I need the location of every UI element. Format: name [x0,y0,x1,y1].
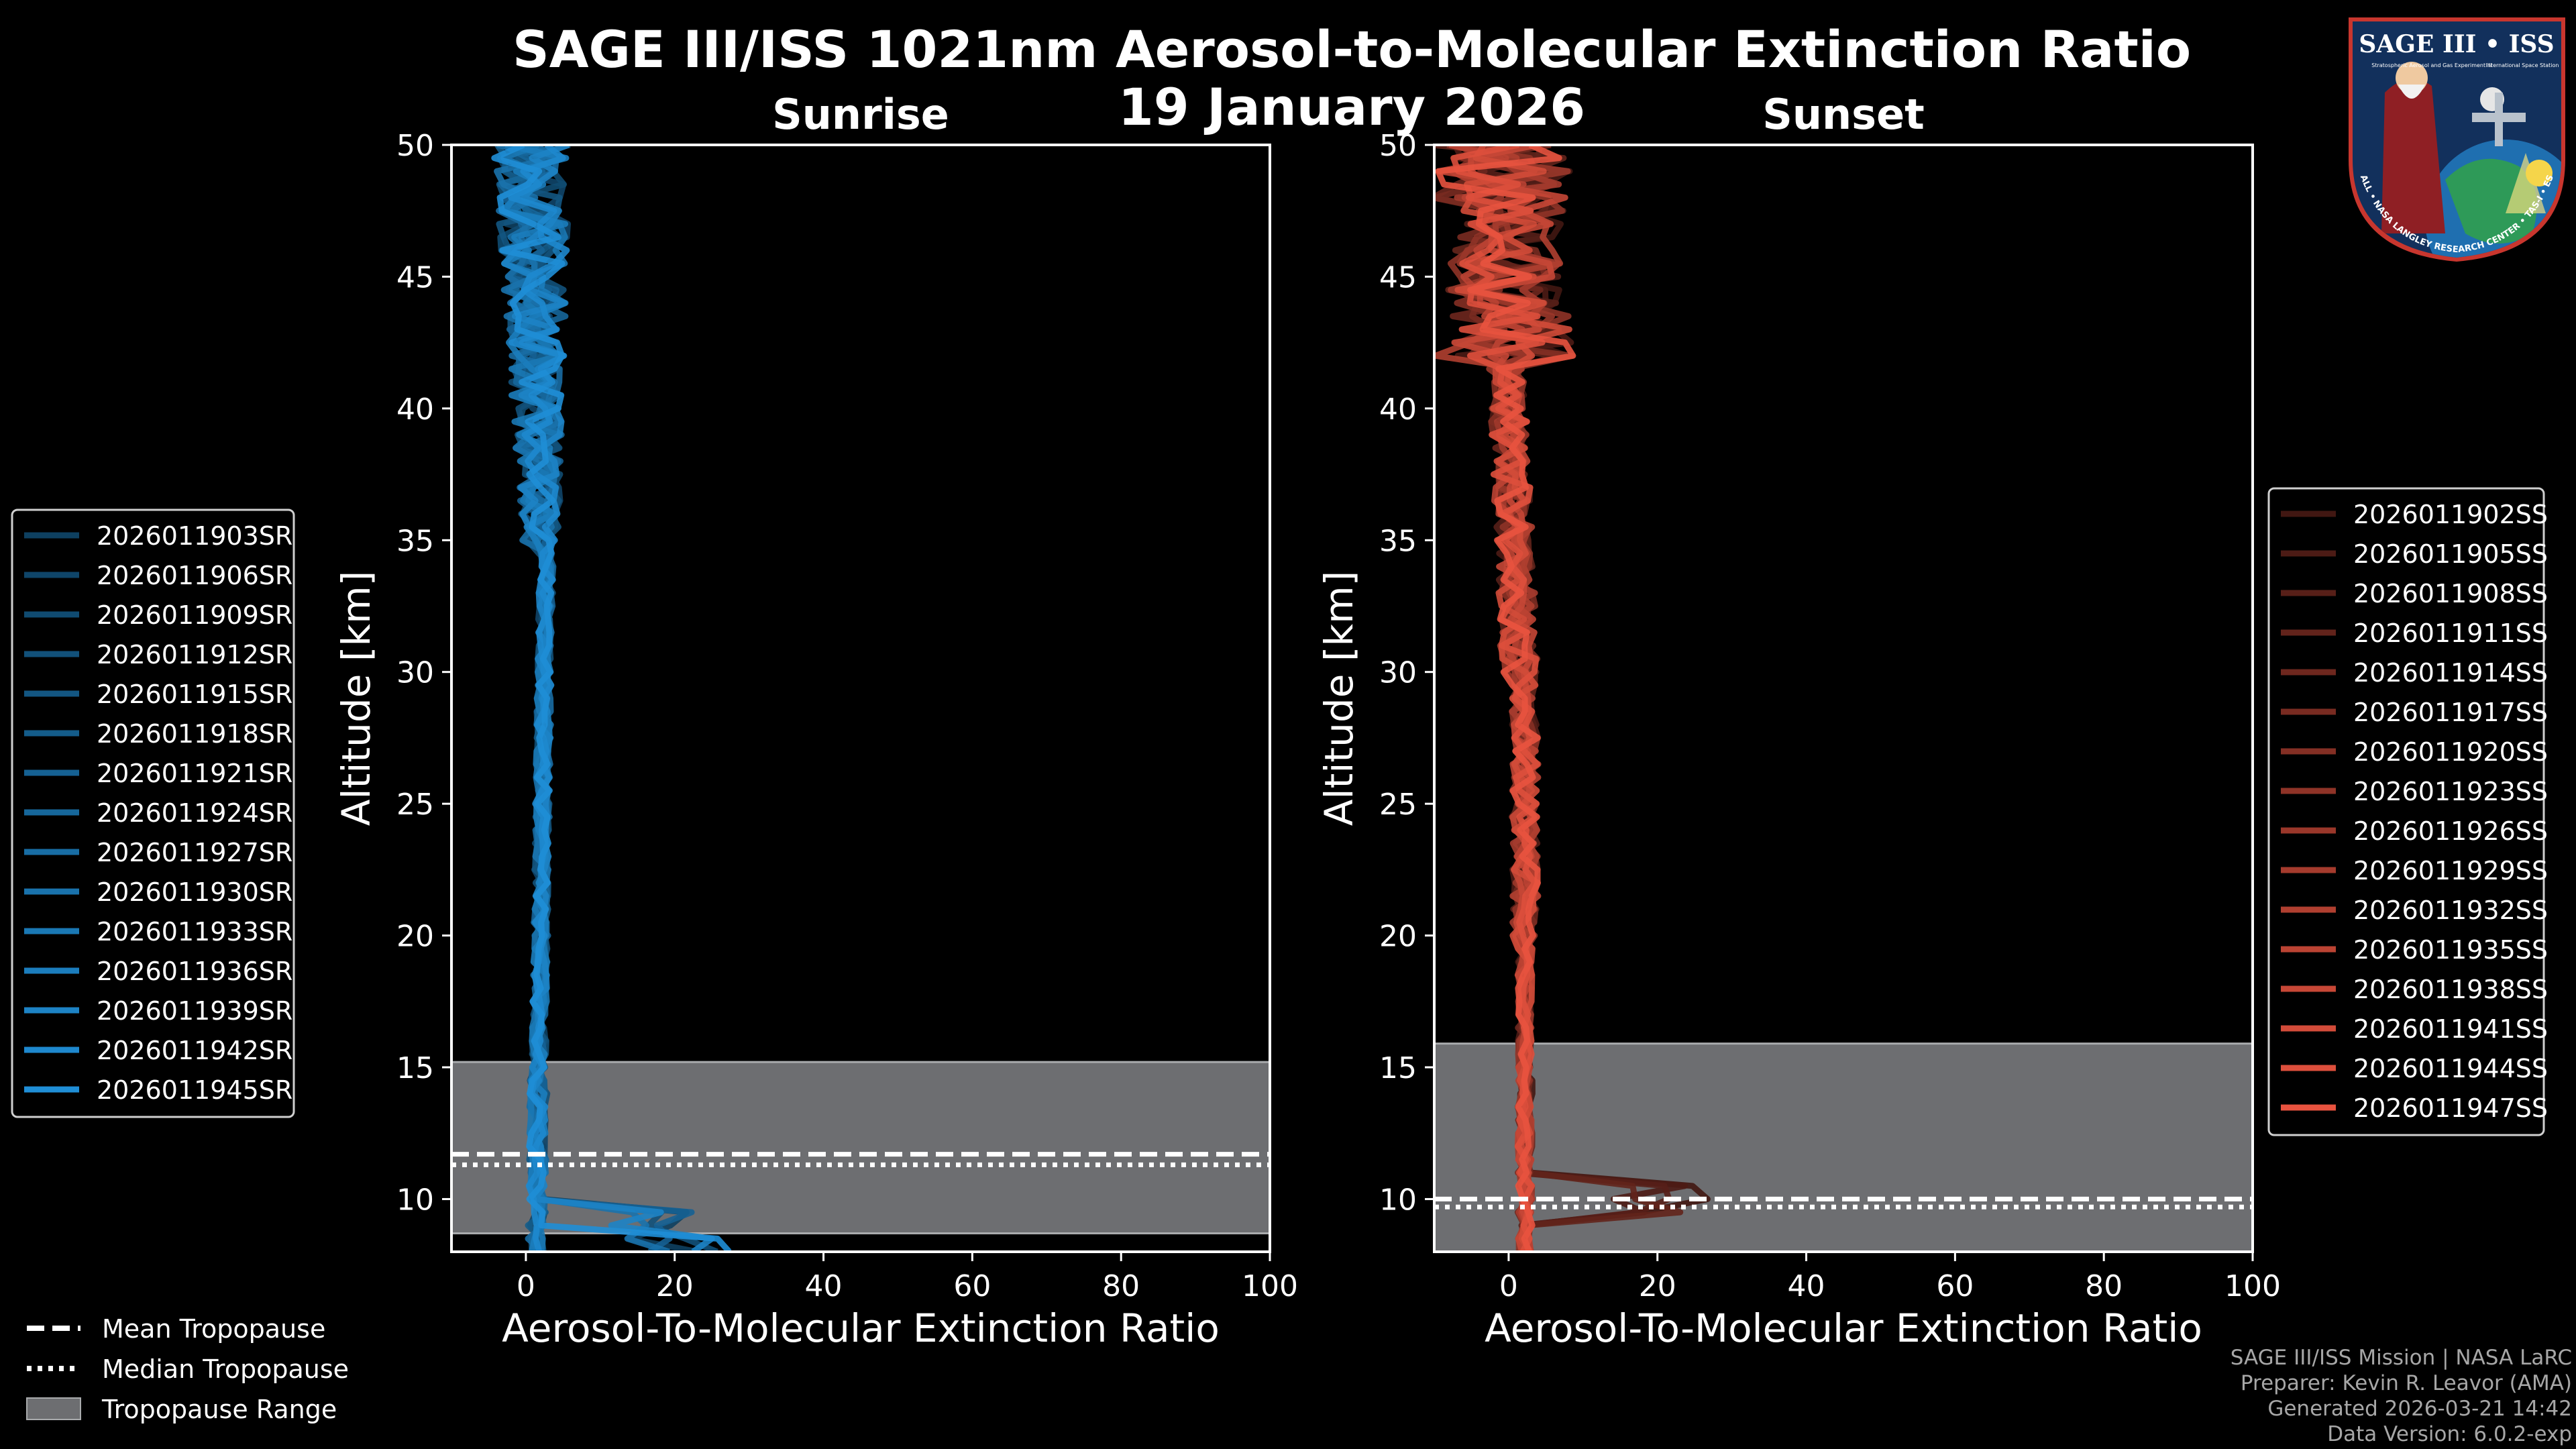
x-tick-label: 80 [1102,1269,1140,1303]
logo-line2: International Space Station [2486,62,2559,68]
y-tick-label: 30 [1379,656,1417,690]
credit-line: Preparer: Kevin R. Leavor (AMA) [2241,1371,2572,1395]
legend-entry: 2026011942SR [97,1036,292,1065]
x-tick-label: 60 [1936,1269,1974,1303]
legend-entry: 2026011939SR [97,996,292,1026]
credit-line: Generated 2026-03-21 14:42 [2267,1397,2572,1421]
legend-range-swatch [26,1397,81,1420]
y-tick-label: 10 [396,1183,434,1217]
x-tick-label: 40 [805,1269,843,1303]
plot-frame [450,144,1271,1253]
y-tick-label: 25 [1379,788,1417,822]
credit-line: SAGE III/ISS Mission | NASA LaRC [2231,1346,2572,1370]
legend-entry: 2026011918SR [97,719,292,749]
y-tick-label: 20 [1379,920,1417,954]
y-tick-label: 20 [396,920,434,954]
tropopause-legend-entry: Tropopause Range [101,1395,337,1424]
legend-entry: 2026011906SR [97,561,292,590]
legend-entry: 2026011938SS [2353,975,2548,1004]
legend-entry: 2026011909SR [97,600,292,630]
sage-iii-iss-logo: SAGE III • ISS Stratospheric Aerosol and… [2345,12,2565,262]
y-tick-label: 25 [396,788,434,822]
x-tick-label: 0 [517,1269,535,1303]
legend-entry: 2026011927SR [97,838,292,867]
y-tick-label: 30 [396,656,434,690]
logo-line1: Stratospheric Aerosol and Gas Experiment… [2371,62,2491,68]
legend-entry: 2026011914SS [2353,658,2548,688]
y-tick-label: 10 [1379,1183,1417,1217]
y-axis-label: Altitude [km] [1316,571,1362,826]
panel-sunset: Sunset 0 20 40 60 80 100 10 15 20 25 30 35 40 45 50 Aero… [1316,90,2548,1351]
legend-entry: 2026011944SS [2353,1054,2548,1083]
x-tick-label: 100 [1242,1269,1298,1303]
legend-entry: 2026011902SS [2353,500,2548,529]
y-tick-label: 15 [396,1051,434,1085]
chart-title: SAGE III/ISS 1021nm Aerosol-to-Molecular… [513,19,2191,79]
legend-entry: 2026011936SR [97,957,292,986]
x-tick-label: 20 [1639,1269,1676,1303]
panel-title: Sunrise [772,90,949,139]
legend-entry: 2026011947SS [2353,1093,2548,1123]
series-legend-sunrise: 2026011903SR 2026011906SR 2026011909SR 2026… [11,508,295,1118]
legend-entry: 2026011912SR [97,640,292,669]
legend-entry: 2026011917SS [2353,698,2548,727]
legend-entry: 2026011929SS [2353,856,2548,885]
x-tick-label: 0 [1499,1269,1518,1303]
series-legend-sunset: 2026011902SS 2026011905SS 2026011908SS 2026… [2267,487,2548,1136]
chart-date: 19 January 2026 [1118,77,1585,137]
profile-2026011945SR [491,145,732,1252]
legend-entry: 2026011945SR [97,1075,292,1105]
y-tick-label: 35 [1379,524,1417,558]
x-tick-label: 20 [656,1269,694,1303]
tropopause-range [450,1061,1271,1234]
y-axis-label: Altitude [km] [333,571,379,826]
x-tick-label: 80 [2085,1269,2123,1303]
legend-entry: 2026011920SS [2353,737,2548,767]
logo-title: SAGE III • ISS [2359,30,2554,58]
legend-entry: 2026011924SR [97,798,292,828]
legend-entry: 2026011921SR [97,759,292,788]
legend-entry: 2026011908SS [2353,579,2548,608]
panel-sunrise: Sunrise 0 20 40 60 80 100 10 15 20 25 30 35 40 45 50 Aer… [11,90,1298,1351]
y-tick-label: 50 [1379,129,1417,163]
credit-line: Data Version: 6.0.2-exp [2327,1422,2572,1446]
x-tick-label: 60 [953,1269,991,1303]
x-tick-label: 40 [1788,1269,1825,1303]
legend-entry: 2026011933SR [97,917,292,947]
y-tick-label: 15 [1379,1051,1417,1085]
legend-entry: 2026011905SS [2353,539,2548,569]
y-tick-label: 40 [396,392,434,427]
y-tick-label: 40 [1379,392,1417,427]
legend-box [11,508,295,1118]
credits: SAGE III/ISS Mission | NASA LaRCPreparer… [2231,1346,2572,1446]
legend-entry: 2026011930SR [97,877,292,907]
panel-title: Sunset [1762,90,1925,139]
legend-entry: 2026011915SR [97,680,292,709]
x-axis-label: Aerosol-To-Molecular Extinction Ratio [502,1305,1220,1351]
plot-frame [1433,144,2254,1253]
profile-2026011938SS [1451,145,1568,1252]
y-tick-label: 45 [1379,260,1417,294]
legend-entry: 2026011903SR [97,521,292,551]
y-tick-label: 45 [396,260,434,294]
legend-entry: 2026011926SS [2353,816,2548,846]
legend-entry: 2026011923SS [2353,777,2548,806]
legend-entry: 2026011932SS [2353,896,2548,925]
tropopause-legend: Mean Tropopause Median Tropopause Tropopau… [26,1314,349,1424]
profile-2026011947SS [1435,145,1576,1252]
tropopause-legend-entry: Median Tropopause [102,1354,349,1384]
profiles [491,145,732,1252]
legend-entry: 2026011935SS [2353,935,2548,965]
y-tick-label: 50 [396,129,434,163]
x-tick-label: 100 [2224,1269,2281,1303]
tropopause-legend-entry: Mean Tropopause [102,1314,325,1344]
legend-box [2267,487,2545,1136]
profiles [1434,145,1711,1252]
legend-entry: 2026011941SS [2353,1014,2548,1044]
legend-entry: 2026011911SS [2353,619,2548,648]
y-tick-label: 35 [396,524,434,558]
x-axis-label: Aerosol-To-Molecular Extinction Ratio [1485,1305,2202,1351]
